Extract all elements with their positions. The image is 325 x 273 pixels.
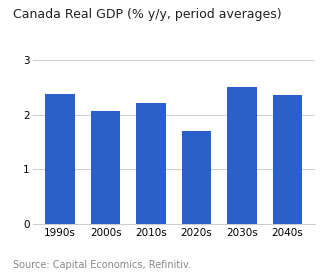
- Bar: [273, 95, 302, 224]
- Text: Source: Capital Economics, Refinitiv.: Source: Capital Economics, Refinitiv.: [13, 260, 191, 270]
- Bar: [46, 94, 75, 224]
- Bar: [182, 131, 211, 224]
- Bar: [136, 103, 166, 224]
- Bar: [91, 111, 121, 224]
- Text: Canada Real GDP (% y/y, period averages): Canada Real GDP (% y/y, period averages): [13, 8, 282, 21]
- Bar: [227, 87, 257, 224]
